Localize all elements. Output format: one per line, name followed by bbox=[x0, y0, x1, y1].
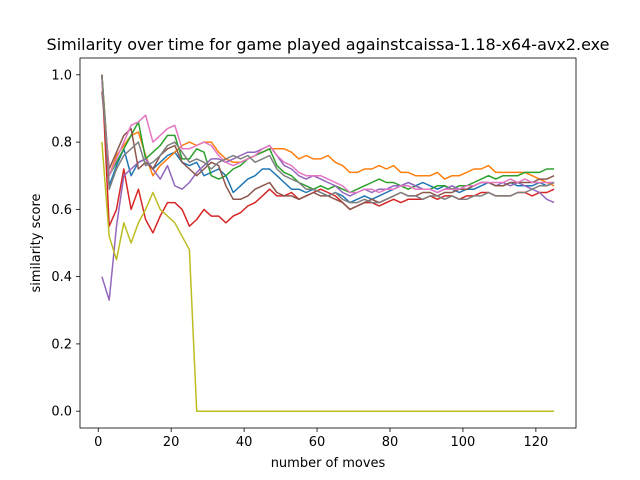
plot-frame bbox=[79, 57, 577, 429]
series-layer bbox=[101, 74, 555, 412]
series-line-6 bbox=[101, 81, 555, 194]
x-tick-label: 20 bbox=[163, 435, 180, 450]
x-tick-label: 100 bbox=[451, 435, 476, 450]
y-tick-label: 0.0 bbox=[51, 405, 72, 420]
y-axis-label: similarity score bbox=[29, 193, 44, 292]
y-tick-label: 1.0 bbox=[51, 68, 72, 83]
y-tick-label: 0.8 bbox=[51, 136, 72, 151]
y-axis-ticks: 0.0 0.2 0.4 0.6 0.8 1.0 bbox=[51, 68, 80, 420]
x-tick-label: 80 bbox=[382, 435, 399, 450]
y-tick-label: 0.6 bbox=[51, 203, 72, 218]
y-tick-label: 0.2 bbox=[51, 337, 72, 352]
x-tick-label: 0 bbox=[94, 435, 102, 450]
plot-area bbox=[80, 58, 576, 428]
x-axis-ticks: 0 20 40 60 80 100 120 bbox=[94, 428, 548, 450]
x-tick-label: 60 bbox=[309, 435, 326, 450]
x-axis-label: number of moves bbox=[271, 456, 386, 471]
x-tick-label: 120 bbox=[523, 435, 548, 450]
x-tick-label: 40 bbox=[236, 435, 253, 450]
chart-title: Similarity over time for game played aga… bbox=[47, 35, 610, 54]
y-tick-label: 0.4 bbox=[51, 270, 72, 285]
series-line-8 bbox=[101, 142, 555, 412]
series-line-2 bbox=[101, 74, 555, 194]
series-line-3 bbox=[101, 74, 555, 234]
series-line-7 bbox=[101, 74, 555, 204]
